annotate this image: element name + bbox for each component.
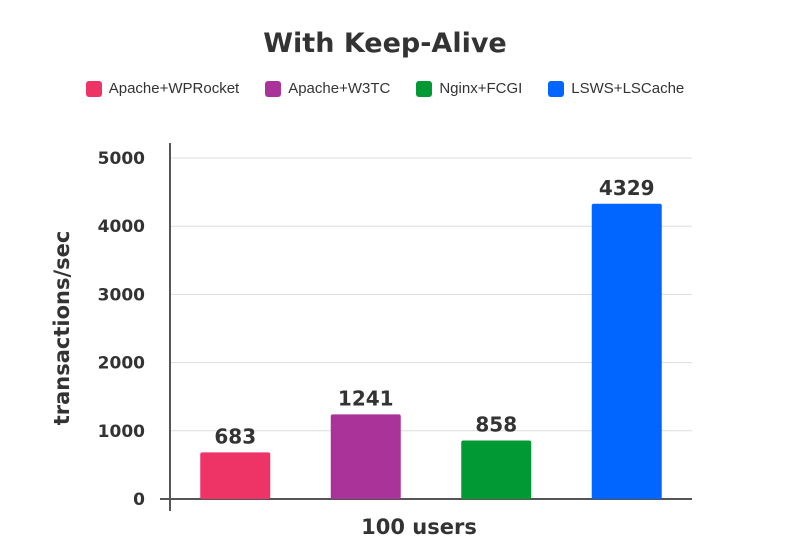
- chart-title: With Keep-Alive: [263, 28, 507, 59]
- y-tick-label: 0: [133, 490, 145, 510]
- legend-item-apache-w3tc: Apache+W3TC: [265, 80, 390, 97]
- y-tick-label: 5000: [98, 149, 145, 169]
- data-label: 4329: [599, 176, 655, 200]
- legend: Apache+WPRocket Apache+W3TC Nginx+FCGI L…: [0, 80, 770, 97]
- legend-item-lsws-lscache: LSWS+LSCache: [548, 80, 684, 97]
- data-label: 1241: [338, 386, 394, 410]
- data-label: 683: [214, 424, 256, 448]
- bar-apache-w3tc: [330, 414, 401, 499]
- legend-label: Apache+W3TC: [288, 80, 391, 97]
- y-tick-label: 3000: [98, 285, 145, 305]
- y-tick-label: 2000: [98, 354, 145, 374]
- bar-lsws-lscache: [591, 203, 662, 499]
- x-axis-title: 100 users: [361, 515, 477, 539]
- legend-swatch: [265, 80, 282, 97]
- legend-label: Apache+WPRocket: [108, 80, 240, 97]
- legend-item-nginx-fcgi: Nginx+FCGI: [416, 80, 522, 97]
- bar-nginx-fcgi: [461, 440, 532, 499]
- legend-label: Nginx+FCGI: [439, 80, 523, 97]
- legend-label: LSWS+LSCache: [571, 80, 685, 97]
- legend-swatch: [548, 80, 565, 97]
- y-axis-title: transactions/sec: [50, 231, 74, 426]
- legend-item-apache-wprocket: Apache+WPRocket: [85, 80, 240, 97]
- y-tick-label: 1000: [98, 422, 145, 442]
- data-label: 858: [475, 412, 517, 436]
- legend-swatch: [416, 80, 433, 97]
- y-tick-label: 4000: [98, 217, 145, 237]
- legend-swatch: [85, 80, 102, 97]
- bar-apache-wprocket: [200, 452, 271, 499]
